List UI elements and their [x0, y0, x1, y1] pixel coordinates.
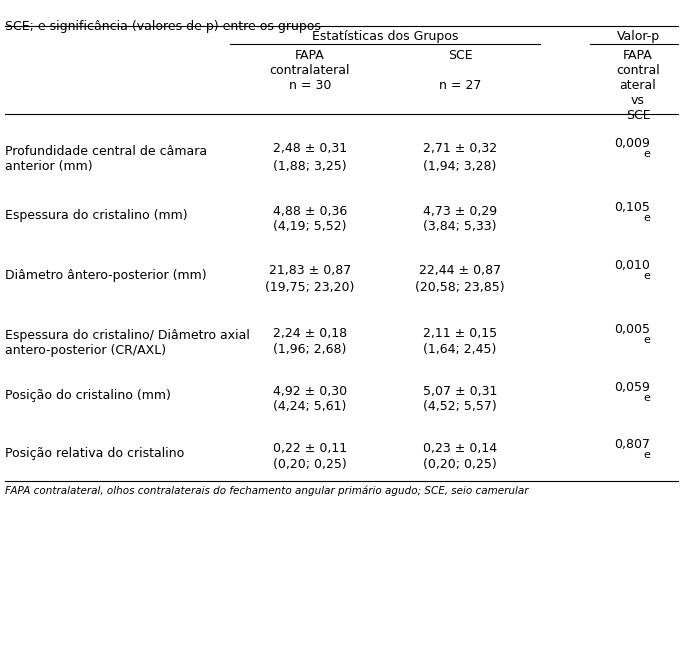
Text: 2,71 ± 0,32: 2,71 ± 0,32	[423, 142, 497, 155]
Text: Valor-p: Valor-p	[616, 30, 660, 43]
Text: 4,88 ± 0,36: 4,88 ± 0,36	[273, 205, 347, 218]
Text: (4,19; 5,52): (4,19; 5,52)	[273, 220, 347, 233]
Text: (19,75; 23,20): (19,75; 23,20)	[265, 281, 355, 295]
Text: (4,24; 5,61): (4,24; 5,61)	[273, 400, 347, 413]
Text: 2,48 ± 0,31: 2,48 ± 0,31	[273, 142, 347, 155]
Text: 0,22 ± 0,11: 0,22 ± 0,11	[273, 442, 347, 455]
Text: e: e	[643, 335, 650, 345]
Text: Estatísticas dos Grupos: Estatísticas dos Grupos	[312, 30, 458, 43]
Text: (1,94; 3,28): (1,94; 3,28)	[423, 160, 497, 173]
Text: Espessura do cristalino/ Diâmetro axial
antero-posterior (CR/AXL): Espessura do cristalino/ Diâmetro axial …	[5, 329, 250, 357]
Text: 0,010: 0,010	[614, 259, 650, 272]
Text: (0,20; 0,25): (0,20; 0,25)	[423, 458, 497, 471]
Text: Diâmetro ântero-posterior (mm): Diâmetro ântero-posterior (mm)	[5, 269, 207, 282]
Text: 0,059: 0,059	[614, 381, 650, 394]
Text: 0,005: 0,005	[614, 323, 650, 336]
Text: e: e	[643, 394, 650, 403]
Text: 0,105: 0,105	[614, 201, 650, 215]
Text: 22,44 ± 0,87: 22,44 ± 0,87	[419, 264, 501, 277]
Text: 5,07 ± 0,31: 5,07 ± 0,31	[423, 385, 497, 398]
Text: SCE; e significância (valores de p) entre os grupos: SCE; e significância (valores de p) entr…	[5, 20, 321, 33]
Text: Posição relativa do cristalino: Posição relativa do cristalino	[5, 447, 184, 459]
Text: e: e	[643, 271, 650, 281]
Text: e: e	[643, 213, 650, 224]
Text: 0,23 ± 0,14: 0,23 ± 0,14	[423, 442, 497, 455]
Text: FAPA contralateral, olhos contralaterais do fechamento angular primário agudo; S: FAPA contralateral, olhos contralaterais…	[5, 485, 529, 495]
Text: Profundidade central de câmara
anterior (mm): Profundidade central de câmara anterior …	[5, 145, 207, 173]
Text: (1,88; 3,25): (1,88; 3,25)	[273, 160, 347, 173]
Text: Espessura do cristalino (mm): Espessura do cristalino (mm)	[5, 209, 188, 222]
Text: SCE

n = 27: SCE n = 27	[439, 49, 481, 92]
Text: 4,92 ± 0,30: 4,92 ± 0,30	[273, 385, 347, 398]
Text: (0,20; 0,25): (0,20; 0,25)	[273, 458, 347, 471]
Text: 0,009: 0,009	[614, 137, 650, 150]
Text: e: e	[643, 149, 650, 159]
Text: Posição do cristalino (mm): Posição do cristalino (mm)	[5, 389, 171, 402]
Text: (20,58; 23,85): (20,58; 23,85)	[415, 281, 505, 295]
Text: (1,64; 2,45): (1,64; 2,45)	[423, 343, 497, 356]
Text: (4,52; 5,57): (4,52; 5,57)	[423, 400, 497, 413]
Text: FAPA
contralateral
n = 30: FAPA contralateral n = 30	[270, 49, 350, 92]
Text: 2,11 ± 0,15: 2,11 ± 0,15	[423, 327, 497, 340]
Text: (3,84; 5,33): (3,84; 5,33)	[423, 220, 497, 233]
Text: FAPA
contral
ateral
vs
SCE: FAPA contral ateral vs SCE	[616, 49, 660, 122]
Text: (1,96; 2,68): (1,96; 2,68)	[273, 343, 347, 356]
Text: 21,83 ± 0,87: 21,83 ± 0,87	[269, 264, 351, 277]
Text: 4,73 ± 0,29: 4,73 ± 0,29	[423, 205, 497, 218]
Text: e: e	[643, 450, 650, 460]
Text: 2,24 ± 0,18: 2,24 ± 0,18	[273, 327, 347, 340]
Text: 0,807: 0,807	[614, 438, 650, 451]
